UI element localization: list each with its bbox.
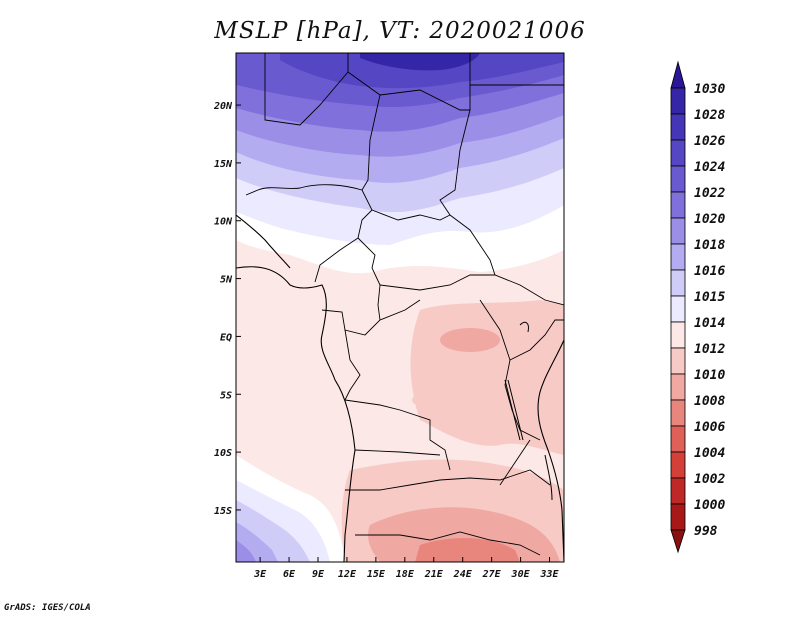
colorbar-swatch <box>670 217 686 245</box>
colorbar-level-label: 1014 <box>694 316 725 331</box>
contour-1006 <box>415 538 520 562</box>
lon-tick-label: 24E <box>453 569 473 580</box>
lon-tick-label: 30E <box>511 569 531 580</box>
colorbar-level-label: 1008 <box>694 394 725 409</box>
contour-1020 <box>236 90 564 157</box>
contour-1018 <box>236 112 564 183</box>
colorbar-level-label: 1026 <box>694 134 725 149</box>
colorbar-swatch <box>670 295 686 323</box>
lon-tick-label: 6E <box>283 569 296 580</box>
map-frame <box>235 52 565 563</box>
colorbar-level-label: 1030 <box>694 82 725 97</box>
latitude-axis: 20N 15N 10N 5N EQ 5S 10S 15S <box>213 101 241 517</box>
colorbar-level-label: 1012 <box>694 342 725 357</box>
colorbar-swatch <box>670 503 686 531</box>
colorbar-level-label: 1002 <box>694 472 725 487</box>
colorbar-swatch <box>670 321 686 349</box>
grads-credit: GrADS: IGES/COLA <box>4 603 91 613</box>
colorbar-level-label: 1018 <box>694 238 725 253</box>
lat-tick-label: 15N <box>214 159 233 170</box>
colorbar-level-label: 1004 <box>694 446 725 461</box>
colorbar-swatch <box>670 191 686 219</box>
contour-1028 <box>360 53 480 71</box>
lat-tick-label: 10S <box>214 448 232 459</box>
coastlines <box>236 214 564 562</box>
colorbar: 1030 1028 1026 1024 1022 1020 1018 1016 1015 1014… <box>670 60 725 554</box>
plot-title: MSLP [hPa], VT: 2020021006 <box>214 18 586 44</box>
colorbar-level-label: 1006 <box>694 420 725 435</box>
contour-1026 <box>280 53 564 89</box>
contour-1015 <box>236 165 564 245</box>
colorbar-swatch <box>670 139 686 167</box>
colorbar-swatch <box>670 477 686 505</box>
longitude-axis: 3E 6E 9E 12E 15E 18E 21E 24E 27E 30E 33E <box>253 557 560 580</box>
colorbar-swatch <box>670 347 686 375</box>
contour-1016 <box>236 135 564 213</box>
colorbar-level-label: 1000 <box>694 498 725 513</box>
colorbar-level-label: 1016 <box>694 264 725 279</box>
colorbar-level-label: 1028 <box>694 108 725 123</box>
lon-tick-label: 12E <box>338 569 357 580</box>
colorbar-level-label: 1020 <box>694 212 725 227</box>
lat-tick-label: 20N <box>213 101 233 112</box>
colorbar-swatch <box>670 451 686 479</box>
lakes <box>504 321 553 501</box>
lon-tick-label: 27E <box>482 569 502 580</box>
colorbar-level-label: 1022 <box>694 186 725 201</box>
colorbar-swatch <box>670 399 686 427</box>
contour-1014 <box>236 200 564 274</box>
colorbar-swatch <box>670 87 686 115</box>
colorbar-level-label: 1024 <box>694 160 725 175</box>
colorbar-swatch <box>670 373 686 401</box>
colorbar-level-label: 998 <box>694 524 718 539</box>
colorbar-top-triangle <box>670 60 686 89</box>
lat-tick-label: 15S <box>214 506 232 517</box>
colorbar-swatch <box>670 165 686 193</box>
pressure-field <box>236 53 564 562</box>
colorbar-swatch <box>670 243 686 271</box>
contour-1020-sw <box>236 540 256 562</box>
lat-tick-label: 5S <box>220 390 232 401</box>
borders <box>245 53 564 556</box>
lon-tick-label: 18E <box>396 569 415 580</box>
lat-tick-label: 10N <box>214 217 233 228</box>
lon-tick-label: 33E <box>539 569 559 580</box>
colorbar-level-label: 1010 <box>694 368 725 383</box>
lat-tick-label: 5N <box>220 275 233 286</box>
colorbar-swatch <box>670 425 686 453</box>
colorbar-level-label: 1015 <box>694 290 725 305</box>
lon-tick-label: 3E <box>253 569 267 580</box>
lon-tick-label: 21E <box>424 569 444 580</box>
lon-tick-label: 9E <box>312 569 325 580</box>
lon-tick-label: 15E <box>367 569 386 580</box>
colorbar-swatch <box>670 113 686 141</box>
lat-tick-label: EQ <box>220 332 232 343</box>
colorbar-bottom-triangle <box>670 529 686 554</box>
colorbar-swatch <box>670 269 686 297</box>
